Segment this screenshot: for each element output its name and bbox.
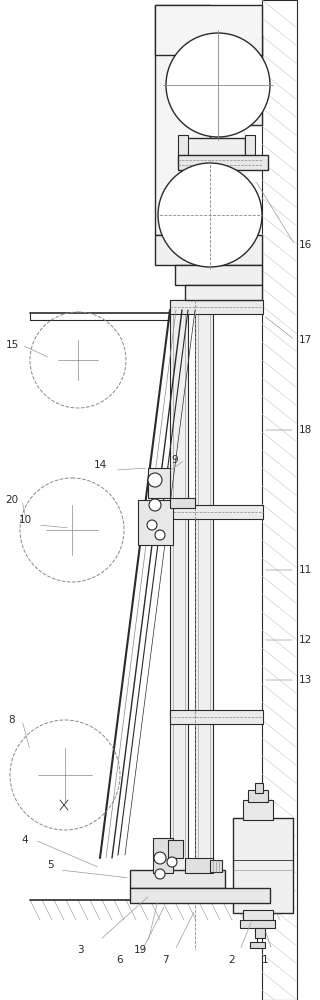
Text: 20: 20: [5, 495, 19, 505]
Text: 14: 14: [93, 460, 107, 470]
Text: 10: 10: [19, 515, 32, 525]
Bar: [148, 468, 170, 498]
Bar: [170, 710, 263, 724]
Bar: [255, 783, 263, 793]
Text: 17: 17: [298, 335, 312, 345]
Circle shape: [158, 163, 262, 267]
Text: 19: 19: [133, 945, 147, 955]
Bar: [250, 942, 265, 948]
Bar: [210, 860, 222, 872]
Circle shape: [154, 852, 166, 864]
Bar: [255, 928, 265, 938]
Bar: [170, 498, 195, 508]
Circle shape: [149, 499, 161, 511]
Circle shape: [148, 473, 162, 487]
Bar: [178, 135, 188, 167]
Bar: [155, 5, 262, 55]
Text: 3: 3: [77, 945, 83, 955]
Text: 4: 4: [22, 835, 28, 845]
Bar: [155, 235, 262, 265]
Text: 11: 11: [298, 565, 312, 575]
Bar: [170, 300, 188, 900]
Bar: [170, 300, 263, 314]
Text: 7: 7: [162, 955, 168, 965]
Bar: [245, 135, 255, 167]
Circle shape: [166, 33, 270, 137]
Text: 13: 13: [298, 675, 312, 685]
Bar: [185, 285, 262, 300]
Circle shape: [147, 520, 157, 530]
Text: 16: 16: [298, 240, 312, 250]
Bar: [155, 5, 210, 235]
Bar: [233, 818, 293, 913]
Bar: [175, 265, 262, 285]
Bar: [243, 800, 273, 820]
Circle shape: [167, 857, 177, 867]
Bar: [185, 35, 262, 125]
Bar: [153, 838, 173, 873]
Bar: [248, 790, 268, 802]
Text: 8: 8: [9, 715, 15, 725]
Text: 12: 12: [298, 635, 312, 645]
Bar: [262, 0, 297, 1000]
Bar: [185, 138, 245, 163]
Bar: [170, 505, 263, 519]
Bar: [130, 888, 270, 903]
Text: 2: 2: [229, 955, 235, 965]
Circle shape: [155, 530, 165, 540]
Text: 1: 1: [262, 955, 268, 965]
Bar: [138, 500, 173, 545]
Bar: [178, 155, 268, 170]
Bar: [130, 870, 225, 888]
Text: 6: 6: [117, 955, 123, 965]
Bar: [168, 840, 183, 858]
Text: 5: 5: [47, 860, 53, 870]
Bar: [240, 920, 275, 928]
Bar: [185, 858, 213, 873]
Text: 18: 18: [298, 425, 312, 435]
Text: 9: 9: [172, 455, 178, 465]
Text: 15: 15: [5, 340, 19, 350]
Circle shape: [155, 869, 165, 879]
Bar: [243, 910, 273, 922]
Bar: [195, 300, 213, 900]
